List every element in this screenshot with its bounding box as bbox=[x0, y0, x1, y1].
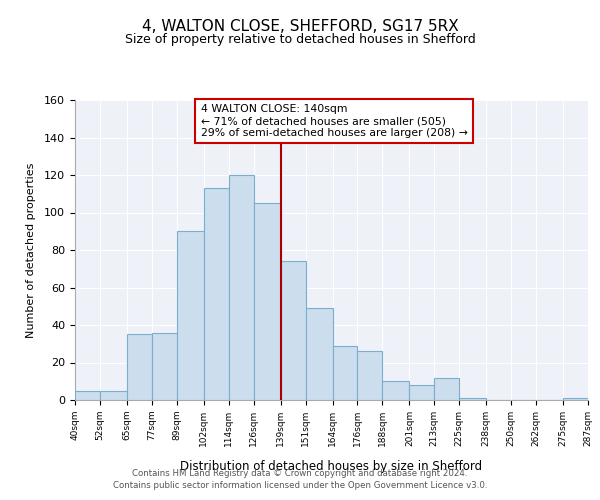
Text: 4, WALTON CLOSE, SHEFFORD, SG17 5RX: 4, WALTON CLOSE, SHEFFORD, SG17 5RX bbox=[142, 19, 458, 34]
Bar bbox=[409, 385, 434, 400]
Bar bbox=[563, 398, 588, 400]
Bar bbox=[204, 188, 229, 400]
Text: Contains public sector information licensed under the Open Government Licence v3: Contains public sector information licen… bbox=[113, 481, 487, 490]
Bar bbox=[254, 203, 281, 400]
Bar bbox=[332, 346, 358, 400]
X-axis label: Distribution of detached houses by size in Shefford: Distribution of detached houses by size … bbox=[181, 460, 482, 473]
Y-axis label: Number of detached properties: Number of detached properties bbox=[26, 162, 36, 338]
Bar bbox=[100, 390, 127, 400]
Bar bbox=[358, 351, 382, 400]
Bar bbox=[459, 398, 486, 400]
Bar bbox=[434, 378, 459, 400]
Text: Size of property relative to detached houses in Shefford: Size of property relative to detached ho… bbox=[125, 32, 475, 46]
Bar bbox=[75, 390, 100, 400]
Bar bbox=[382, 381, 409, 400]
Text: Contains HM Land Registry data © Crown copyright and database right 2024.: Contains HM Land Registry data © Crown c… bbox=[132, 468, 468, 477]
Bar bbox=[229, 175, 254, 400]
Bar bbox=[127, 334, 152, 400]
Bar bbox=[152, 332, 177, 400]
Bar bbox=[177, 231, 204, 400]
Bar bbox=[281, 261, 305, 400]
Bar bbox=[305, 308, 332, 400]
Text: 4 WALTON CLOSE: 140sqm
← 71% of detached houses are smaller (505)
29% of semi-de: 4 WALTON CLOSE: 140sqm ← 71% of detached… bbox=[200, 104, 467, 138]
